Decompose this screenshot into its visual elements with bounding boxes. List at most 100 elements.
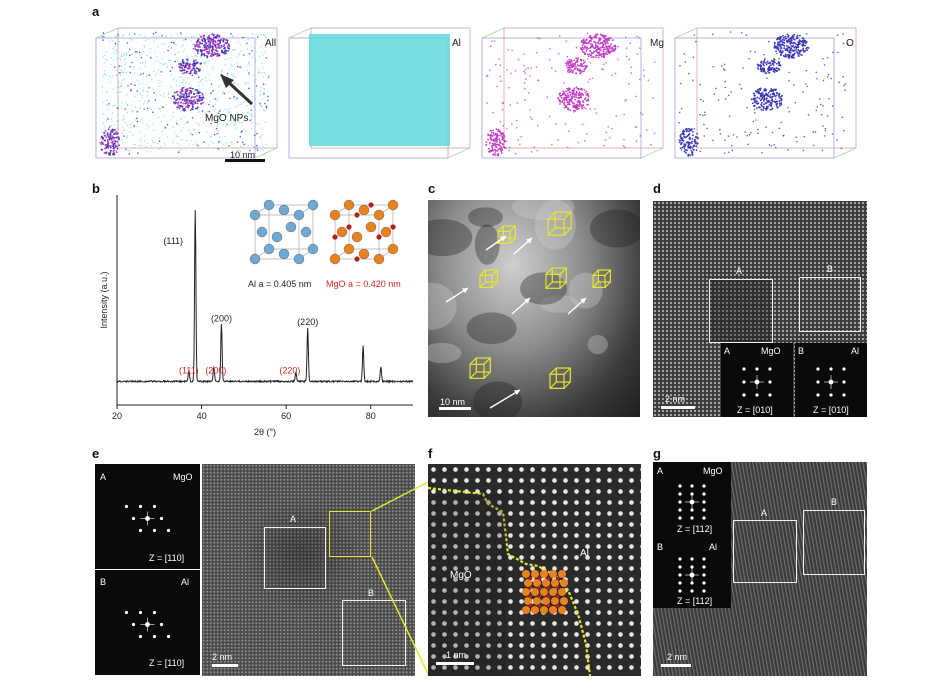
tem-c-overlay bbox=[428, 200, 640, 417]
fft-pattern-a-e bbox=[124, 504, 171, 533]
fft-pattern-b-d bbox=[816, 367, 846, 397]
region-box-b-g bbox=[803, 510, 865, 575]
scalebar-label-f: 1 nm bbox=[446, 650, 467, 660]
grain-feature bbox=[428, 219, 473, 257]
apt-box-2 bbox=[481, 27, 664, 159]
grain-feature bbox=[540, 295, 580, 313]
mgo-cube-outline bbox=[469, 357, 491, 379]
region-label-b-g: B bbox=[831, 497, 838, 507]
fft-spot bbox=[678, 557, 682, 561]
x-tick-label: 40 bbox=[197, 411, 207, 421]
fft-spot bbox=[755, 367, 759, 371]
peak-label: (220) bbox=[297, 317, 318, 327]
fft-phase-a-e: MgO bbox=[173, 472, 193, 482]
scalebar-f bbox=[436, 662, 474, 665]
fft-zone-b-g: Z = [112] bbox=[677, 596, 713, 606]
legend-mgo: MgO a = 0.420 nm bbox=[326, 279, 401, 289]
fft-spot bbox=[702, 492, 706, 496]
legend-al: Al a = 0.405 nm bbox=[248, 279, 311, 289]
fft-spot bbox=[742, 393, 746, 397]
fft-tag-a-e: A bbox=[100, 472, 107, 482]
apt-element-al: Al bbox=[452, 38, 461, 49]
phase-label-mgo-f: MgO bbox=[450, 570, 472, 581]
region-label-a-g: A bbox=[761, 508, 768, 518]
fft-spot bbox=[152, 504, 157, 509]
grain-feature bbox=[512, 200, 575, 221]
apt-reconstructions bbox=[95, 27, 857, 162]
scalebar-label-c: 10 nm bbox=[440, 397, 466, 407]
fft-spot bbox=[702, 500, 706, 504]
apt-box-1 bbox=[288, 27, 471, 159]
grain-feature bbox=[589, 209, 640, 248]
fft-spot bbox=[842, 367, 846, 371]
fft-spot bbox=[678, 508, 682, 512]
fft-spot bbox=[678, 589, 682, 593]
fft-spot bbox=[742, 380, 746, 384]
fft-spot bbox=[816, 367, 820, 371]
tem-image-c: 10 nm bbox=[428, 200, 640, 417]
al-unit-cell bbox=[249, 199, 319, 265]
white-arrow bbox=[445, 287, 469, 303]
fft-spot bbox=[690, 589, 694, 593]
phase-label-al-f: Al bbox=[580, 548, 589, 559]
panel-label-g: g bbox=[653, 446, 661, 461]
fft-spot bbox=[131, 516, 136, 521]
apt-scalebar-label: 10 nm bbox=[230, 150, 256, 160]
grain-feature bbox=[474, 224, 500, 265]
mgo-cube-outline bbox=[547, 211, 572, 236]
fft-spot bbox=[138, 634, 143, 639]
scalebar-g bbox=[661, 664, 691, 667]
fft-spot bbox=[829, 393, 833, 397]
fft-spot bbox=[816, 393, 820, 397]
fft-spot bbox=[829, 367, 833, 371]
fft-spot bbox=[678, 581, 682, 585]
nanoparticle-shade-e bbox=[242, 494, 362, 614]
fft-spot bbox=[690, 565, 694, 569]
panel-label-f: f bbox=[428, 446, 433, 461]
fft-spot bbox=[678, 516, 682, 520]
xrd-chart: 20 40 60 80 2θ (°) Intensity (a.u.) (111) (111)… bbox=[99, 195, 414, 437]
white-arrow bbox=[567, 297, 587, 315]
fft-zone-a-e: Z = [110] bbox=[149, 553, 185, 563]
mgo-region-shade bbox=[428, 494, 506, 676]
scalebar-label-e: 2 nm bbox=[212, 652, 233, 662]
fft-pattern-b-e bbox=[124, 610, 171, 639]
peak-label: (111) bbox=[179, 365, 199, 375]
fft-pattern-b-g bbox=[678, 557, 706, 593]
apt-element-mg: Mg bbox=[650, 38, 664, 49]
region-box-a-e bbox=[264, 527, 326, 589]
fft-spot bbox=[678, 573, 682, 577]
fft-inset-b-g bbox=[653, 538, 731, 608]
fft-spot bbox=[124, 610, 129, 615]
fft-spot bbox=[131, 622, 136, 627]
fft-spot bbox=[690, 492, 694, 496]
fft-pattern-a-d bbox=[742, 367, 772, 397]
grain-feature bbox=[428, 342, 462, 364]
fft-pattern-a-g bbox=[678, 484, 706, 520]
fft-zone-b-e: Z = [110] bbox=[149, 658, 185, 668]
fft-spot bbox=[166, 528, 171, 533]
fft-spot bbox=[842, 380, 846, 384]
fft-inset-a-d bbox=[721, 343, 793, 417]
fft-tag-a-d: A bbox=[724, 346, 731, 356]
region-label-a-d: A bbox=[736, 266, 743, 276]
mgo-nps-arrow bbox=[220, 74, 254, 106]
fft-spot bbox=[816, 380, 820, 384]
x-axis-label: 2θ (°) bbox=[254, 427, 276, 437]
zoom-connector-lines bbox=[371, 481, 429, 675]
apt-box-3 bbox=[674, 27, 857, 159]
panel-label-e: e bbox=[92, 446, 100, 461]
al-atom-cloud bbox=[309, 34, 450, 146]
fft-spot bbox=[742, 367, 746, 371]
white-arrow bbox=[489, 389, 521, 409]
fft-spot bbox=[702, 484, 706, 488]
grain-feature bbox=[473, 381, 523, 417]
x-tick-label: 60 bbox=[281, 411, 291, 421]
fft-phase-a-g: MgO bbox=[703, 466, 723, 476]
hrtem-image-f: MgO Al 1 nm bbox=[428, 464, 641, 676]
fft-spot bbox=[702, 589, 706, 593]
mgo-cube-outline bbox=[545, 267, 567, 289]
apt-box-0 bbox=[95, 27, 278, 159]
mgo-unit-cell bbox=[329, 199, 399, 265]
fft-spot bbox=[690, 581, 694, 585]
